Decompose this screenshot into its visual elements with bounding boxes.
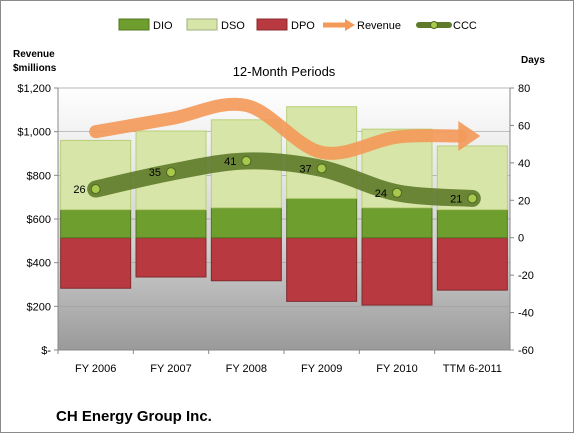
ccc-label: 26 xyxy=(73,184,85,196)
right-tick-label: 20 xyxy=(518,195,530,207)
ccc-point xyxy=(392,187,402,198)
ccc-point xyxy=(316,163,327,174)
right-tick-label: -40 xyxy=(518,308,534,320)
left-axis-label-line2: $millions xyxy=(13,63,57,74)
dio-bar xyxy=(60,209,132,239)
dio-bar xyxy=(361,207,433,239)
ccc-point xyxy=(90,184,101,195)
revenue-arrowhead xyxy=(458,121,481,152)
left-tick-label: $1,000 xyxy=(17,127,51,139)
chart-title: 12-Month Periods xyxy=(233,64,336,79)
series-lines: 26 35 41 37 24 21 xyxy=(73,97,481,207)
dpo-bar xyxy=(60,237,132,289)
legend-swatch-dso xyxy=(186,18,218,31)
ccc-label: 41 xyxy=(224,156,236,168)
legend-swatch-dio xyxy=(118,18,150,31)
legend-label-dpo: DPO xyxy=(291,20,315,32)
dpo-bar xyxy=(361,237,433,306)
legend-label-dso: DSO xyxy=(221,20,245,32)
x-tick-label: FY 2010 xyxy=(376,363,417,375)
left-tick-label: $600 xyxy=(27,214,51,226)
ccc-point xyxy=(241,155,252,166)
left-tick-label: $- xyxy=(41,345,51,357)
legend-label-dio: DIO xyxy=(153,20,173,32)
legend-swatch-dpo xyxy=(256,18,288,31)
dpo-bar xyxy=(436,237,508,291)
dpo-bar xyxy=(135,237,207,278)
ccc-point xyxy=(467,193,478,204)
left-tick-label: $800 xyxy=(27,170,51,182)
right-tick-label: 0 xyxy=(518,233,524,245)
revenue-line xyxy=(89,97,467,160)
right-tick-label: -20 xyxy=(518,270,534,282)
dio-bar xyxy=(210,207,282,239)
ccc-label: 35 xyxy=(149,167,161,179)
dio-bar xyxy=(286,197,358,239)
dpo-bar xyxy=(210,237,282,282)
ccc-line xyxy=(87,152,481,207)
x-tick-label: FY 2007 xyxy=(150,363,191,375)
dio-bar xyxy=(436,209,508,239)
axes: $- $200 $400 $600 $800 $1,000 $1,200 -60 -40 -20 0… xyxy=(17,83,534,375)
right-tick-label: 60 xyxy=(518,120,530,132)
left-tick-label: $400 xyxy=(27,258,51,270)
ccc-point xyxy=(166,167,176,178)
legend-label-revenue: Revenue xyxy=(357,20,401,32)
right-tick-label: 40 xyxy=(518,158,530,170)
left-axis-label-line1: Revenue xyxy=(13,49,55,60)
dio-bar xyxy=(135,209,207,239)
legend-label-ccc: CCC xyxy=(453,20,477,32)
legend-arrow-revenue xyxy=(345,19,355,31)
ccc-label: 24 xyxy=(375,188,387,200)
dpo-bar xyxy=(286,237,358,302)
x-tick-label: FY 2006 xyxy=(75,363,116,375)
x-tick-label: FY 2009 xyxy=(301,363,342,375)
legend: DIO DSO DPO Revenue CCC xyxy=(118,18,477,32)
legend-marker-ccc xyxy=(430,21,438,29)
right-tick-label: -60 xyxy=(518,345,534,357)
left-tick-label: $1,200 xyxy=(17,83,51,95)
x-tick-label: TTM 6-2011 xyxy=(443,363,502,375)
company-name: CH Energy Group Inc. xyxy=(56,408,212,425)
ccc-label: 37 xyxy=(299,163,311,175)
ccc-label: 21 xyxy=(450,193,462,205)
right-axis-label: Days xyxy=(521,55,545,66)
left-tick-label: $200 xyxy=(27,301,51,313)
x-tick-label: FY 2008 xyxy=(226,363,267,375)
right-tick-label: 80 xyxy=(518,83,530,95)
